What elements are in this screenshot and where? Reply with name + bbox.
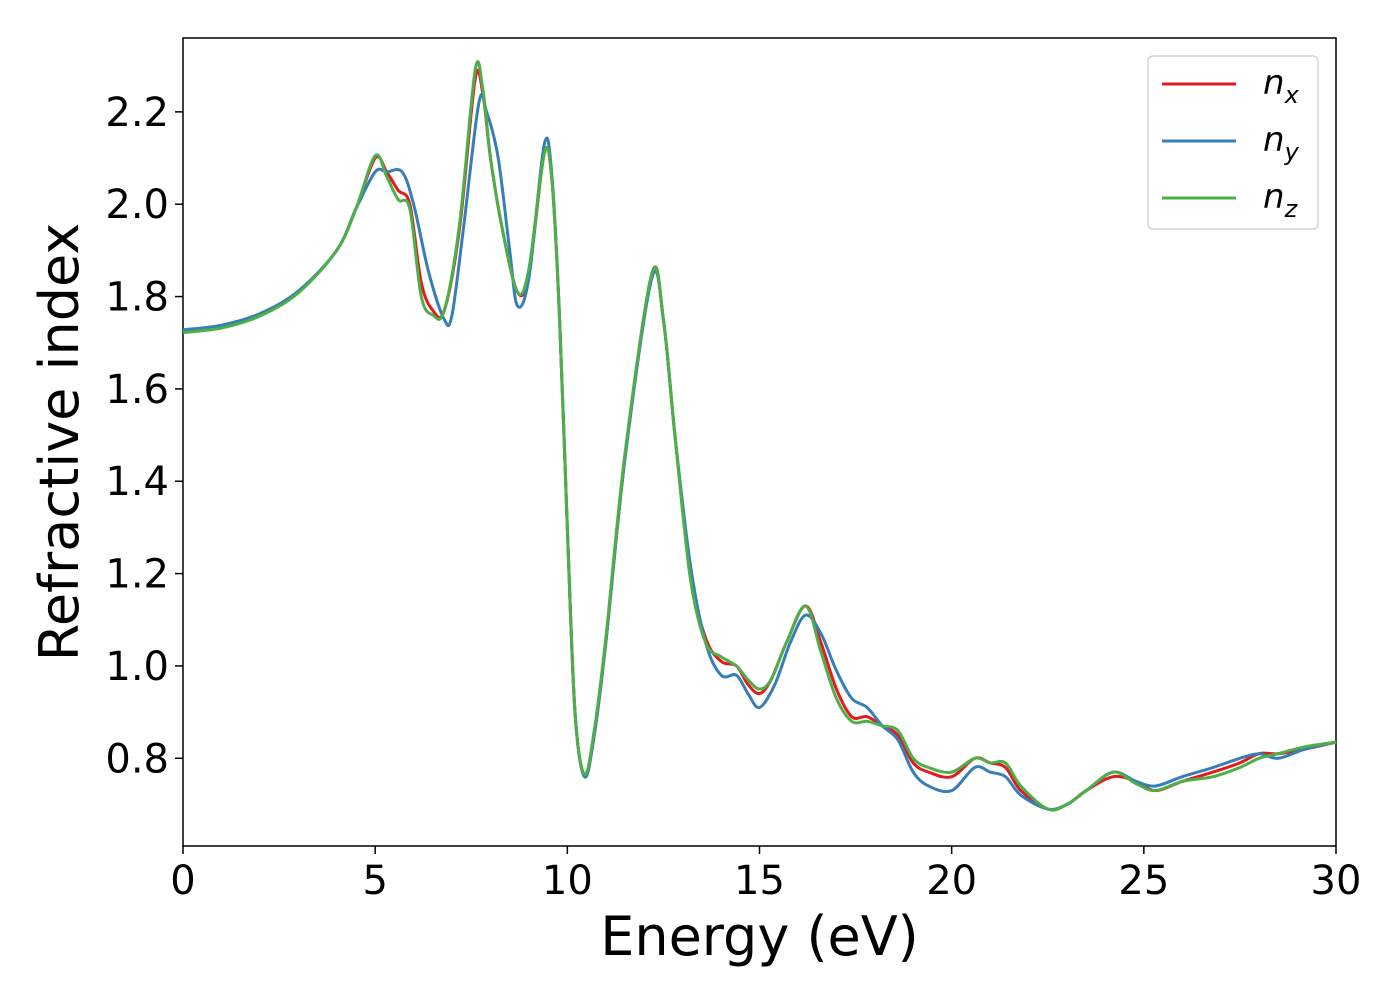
y-axis: 0.8 1.0 1.2 1.4 1.6 1.8 2.0 2.2 (105, 90, 183, 782)
series-layer (182, 60, 1337, 812)
x-tick-label: 15 (734, 858, 785, 904)
y-axis-label: Refractive index (28, 223, 91, 662)
y-tick-label: 1.0 (105, 644, 169, 690)
x-tick-label: 0 (170, 858, 195, 904)
y-tick-label: 1.8 (105, 275, 169, 321)
y-tick-label: 1.2 (105, 552, 169, 598)
x-tick-label: 20 (926, 858, 977, 904)
y-tick-label: 0.8 (105, 736, 169, 782)
x-axis-label: Energy (eV) (600, 905, 919, 968)
y-tick-label: 1.6 (105, 367, 169, 413)
legend-label-ny: ny (1263, 120, 1300, 166)
x-tick-label: 30 (1311, 858, 1362, 904)
x-axis: 0 5 10 15 20 25 30 (170, 846, 1361, 904)
y-tick-label: 2.2 (105, 90, 169, 136)
series-line-nz (182, 60, 1337, 812)
x-tick-label: 10 (542, 858, 593, 904)
y-tick-label: 1.4 (105, 459, 169, 505)
y-tick-label: 2.0 (105, 182, 169, 228)
x-tick-label: 5 (362, 858, 387, 904)
x-tick-label: 25 (1118, 858, 1169, 904)
